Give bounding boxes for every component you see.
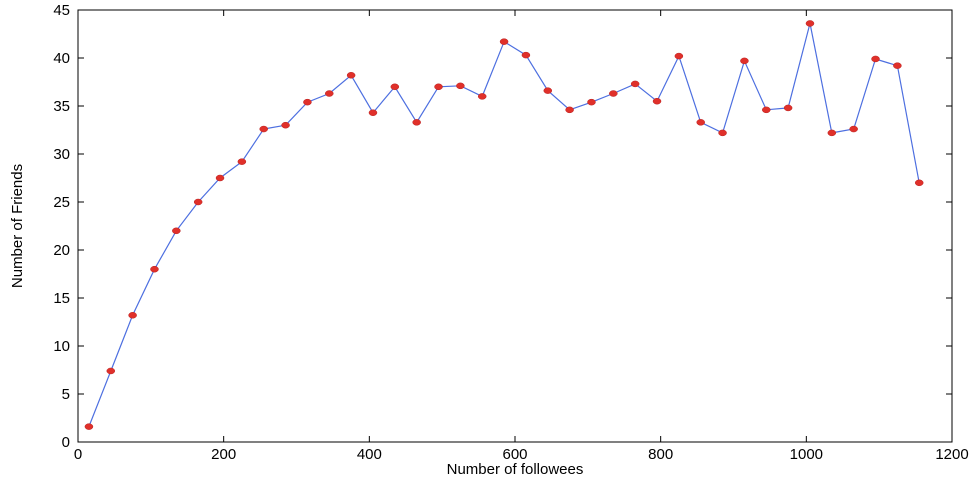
data-point bbox=[412, 119, 421, 126]
y-tick-label: 45 bbox=[53, 2, 70, 19]
data-point bbox=[215, 174, 225, 182]
x-tick-label: 600 bbox=[502, 446, 527, 463]
data-point bbox=[652, 97, 662, 105]
plot-area bbox=[77, 9, 953, 443]
data-point bbox=[783, 104, 793, 112]
data-point bbox=[849, 125, 858, 133]
data-point bbox=[303, 98, 312, 106]
y-tick-label: 40 bbox=[53, 50, 70, 67]
data-point bbox=[477, 93, 487, 100]
data-point bbox=[696, 119, 705, 126]
data-point bbox=[128, 312, 137, 319]
data-point bbox=[106, 367, 116, 375]
data-point bbox=[346, 72, 356, 79]
y-axis-label: Number of Friends bbox=[9, 164, 26, 288]
data-point bbox=[434, 83, 443, 91]
data-point bbox=[543, 87, 553, 94]
data-point bbox=[259, 125, 268, 133]
data-point bbox=[740, 57, 749, 65]
y-tick-label: 20 bbox=[53, 242, 70, 259]
data-point bbox=[805, 20, 815, 27]
y-tick-label: 0 bbox=[62, 434, 70, 451]
data-point bbox=[762, 106, 771, 114]
x-axis-label: Number of followees bbox=[447, 461, 584, 478]
x-tick-label: 200 bbox=[211, 446, 236, 463]
data-point bbox=[630, 80, 640, 88]
data-point bbox=[193, 198, 203, 206]
x-tick-label: 0 bbox=[74, 446, 82, 463]
data-points bbox=[84, 20, 924, 430]
data-point bbox=[390, 83, 400, 91]
data-point bbox=[914, 179, 924, 187]
data-point bbox=[150, 265, 159, 273]
data-point bbox=[521, 51, 531, 59]
data-point bbox=[565, 106, 574, 114]
data-point bbox=[499, 38, 509, 45]
y-tick-label: 25 bbox=[53, 194, 70, 211]
x-tick-label: 1000 bbox=[790, 446, 823, 463]
y-tick-label: 15 bbox=[53, 290, 70, 307]
data-point bbox=[237, 158, 247, 165]
data-point bbox=[281, 121, 290, 129]
data-point bbox=[871, 55, 880, 63]
data-point bbox=[718, 129, 727, 137]
x-tick-label: 1200 bbox=[935, 446, 968, 463]
data-point bbox=[609, 90, 618, 97]
x-tick-label: 800 bbox=[648, 446, 673, 463]
y-tick-label: 10 bbox=[53, 338, 70, 355]
data-point bbox=[893, 62, 902, 69]
data-point bbox=[827, 129, 837, 137]
x-axis: 0 200 400 600 800 1000 1200 bbox=[74, 10, 969, 463]
data-point bbox=[674, 52, 684, 60]
y-tick-label: 35 bbox=[53, 98, 70, 115]
y-axis: 0 5 10 15 20 25 30 35 40 45 bbox=[53, 2, 952, 451]
y-tick-label: 5 bbox=[62, 386, 70, 403]
x-tick-label: 400 bbox=[357, 446, 382, 463]
data-point bbox=[325, 90, 334, 97]
data-point bbox=[456, 82, 465, 90]
y-tick-label: 30 bbox=[53, 146, 70, 163]
data-point bbox=[172, 227, 181, 235]
data-point bbox=[84, 423, 94, 430]
data-point bbox=[587, 98, 596, 106]
data-point bbox=[368, 109, 378, 116]
